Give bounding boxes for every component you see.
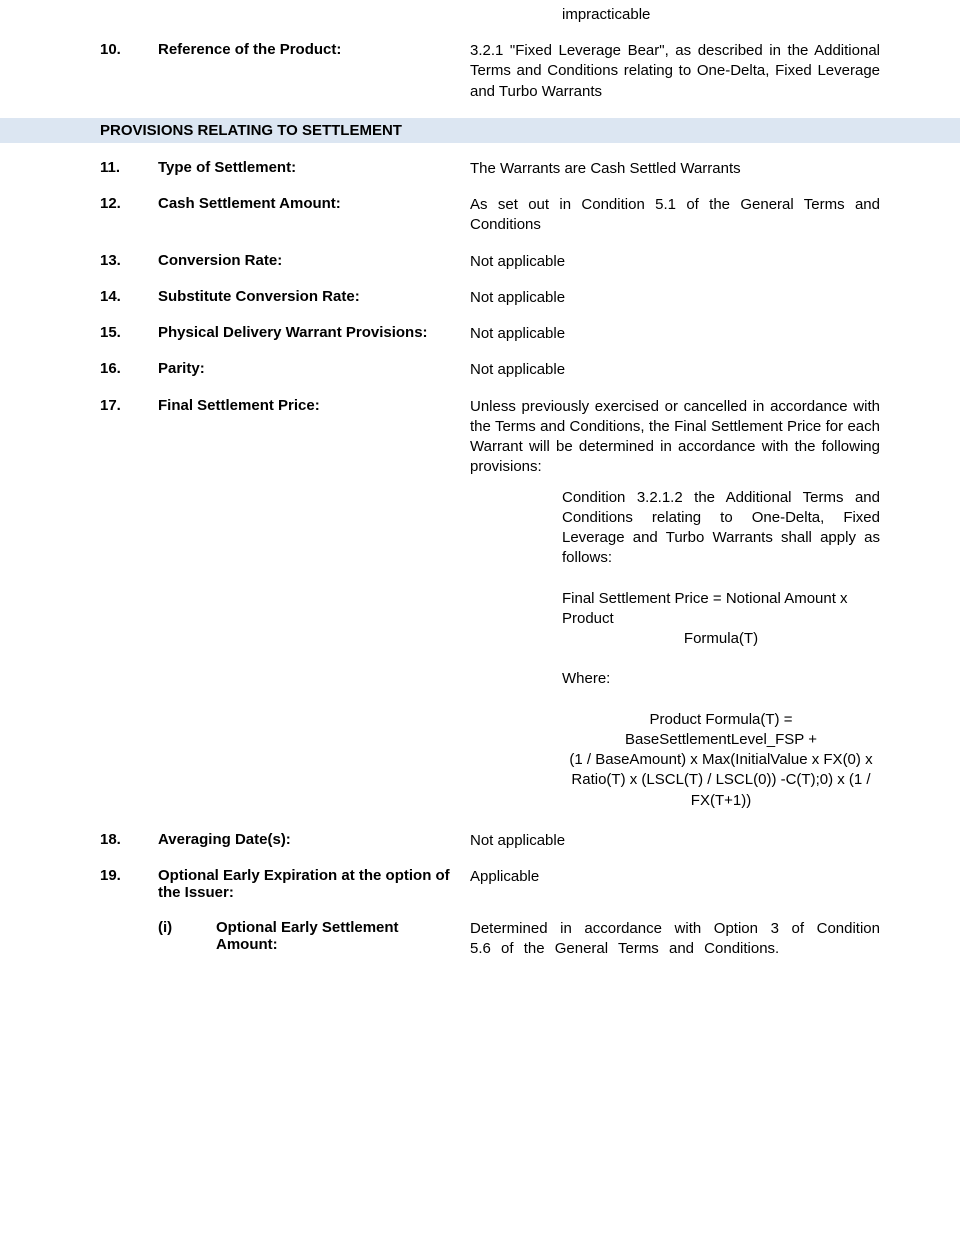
row-number: 13. [100, 252, 158, 269]
row-label: Cash Settlement Amount: [158, 195, 470, 212]
row-value: Not applicable [470, 288, 880, 308]
row-number: 18. [100, 831, 158, 848]
row-label: Conversion Rate: [158, 252, 470, 269]
term-row-10: 10. Reference of the Product: 3.2.1 "Fix… [100, 41, 880, 102]
row-value: Not applicable [470, 252, 880, 272]
term-row-12: 12. Cash Settlement Amount: As set out i… [100, 195, 880, 236]
term-row-16: 16. Parity: Not applicable [100, 360, 880, 380]
row-label: Final Settlement Price: [158, 397, 470, 414]
row-label: Reference of the Product: [158, 41, 470, 58]
row-value: Applicable [470, 867, 880, 887]
term-row-19i: (i) Optional Early Settlement Amount: De… [100, 919, 880, 960]
row-label: Substitute Conversion Rate: [158, 288, 470, 305]
row17-formula2: Product Formula(T) = BaseSettlementLevel… [562, 710, 880, 811]
row-number: 17. [100, 397, 158, 414]
row-label: Physical Delivery Warrant Provisions: [158, 324, 470, 341]
row-number: 15. [100, 324, 158, 341]
row-label: Averaging Date(s): [158, 831, 470, 848]
row-number: 14. [100, 288, 158, 305]
row17-where: Where: [562, 669, 880, 689]
term-row-14: 14. Substitute Conversion Rate: Not appl… [100, 288, 880, 308]
orphan-text: impracticable [562, 6, 880, 23]
row-number: 16. [100, 360, 158, 377]
term-row-15: 15. Physical Delivery Warrant Provisions… [100, 324, 880, 344]
term-row-13: 13. Conversion Rate: Not applicable [100, 252, 880, 272]
row-number: 12. [100, 195, 158, 212]
document-page: impracticable 10. Reference of the Produ… [0, 6, 960, 1237]
formula-line: Product Formula(T) = BaseSettlementLevel… [562, 710, 880, 751]
term-row-11: 11. Type of Settlement: The Warrants are… [100, 159, 880, 179]
row-value: Not applicable [470, 831, 880, 851]
row-value: 3.2.1 "Fixed Leverage Bear", as describe… [470, 41, 880, 102]
row-number: 19. [100, 867, 158, 884]
row-label: Type of Settlement: [158, 159, 470, 176]
subrow-value: Determined in accordance with Option 3 o… [470, 919, 880, 960]
term-row-19: 19. Optional Early Expiration at the opt… [100, 867, 880, 901]
row-number: 10. [100, 41, 158, 58]
term-row-18: 18. Averaging Date(s): Not applicable [100, 831, 880, 851]
formula-line: (1 / BaseAmount) x Max(InitialValue x FX… [562, 750, 880, 770]
row-value: Unless previously exercised or cancelled… [470, 397, 880, 478]
formula-line: Ratio(T) x (LSCL(T) / LSCL(0)) -C(T);0) … [562, 770, 880, 790]
row17-extra-condition: Condition 3.2.1.2 the Additional Terms a… [562, 488, 880, 569]
subrow-number: (i) [158, 919, 216, 936]
row-label: Parity: [158, 360, 470, 377]
subrow-label: Optional Early Settlement Amount: [216, 919, 470, 953]
row-number: 11. [100, 159, 158, 176]
formula-line: Final Settlement Price = Notional Amount… [562, 589, 880, 630]
row17-formula1: Final Settlement Price = Notional Amount… [562, 589, 880, 650]
row-value: Not applicable [470, 324, 880, 344]
row-value: Not applicable [470, 360, 880, 380]
row-value: As set out in Condition 5.1 of the Gener… [470, 195, 880, 236]
formula-line: FX(T+1)) [562, 791, 880, 811]
row-value: The Warrants are Cash Settled Warrants [470, 159, 880, 179]
section-heading-settlement: PROVISIONS RELATING TO SETTLEMENT [0, 118, 960, 143]
formula-line: Formula(T) [562, 629, 880, 649]
term-row-17: 17. Final Settlement Price: Unless previ… [100, 397, 880, 478]
row-label: Optional Early Expiration at the option … [158, 867, 470, 901]
